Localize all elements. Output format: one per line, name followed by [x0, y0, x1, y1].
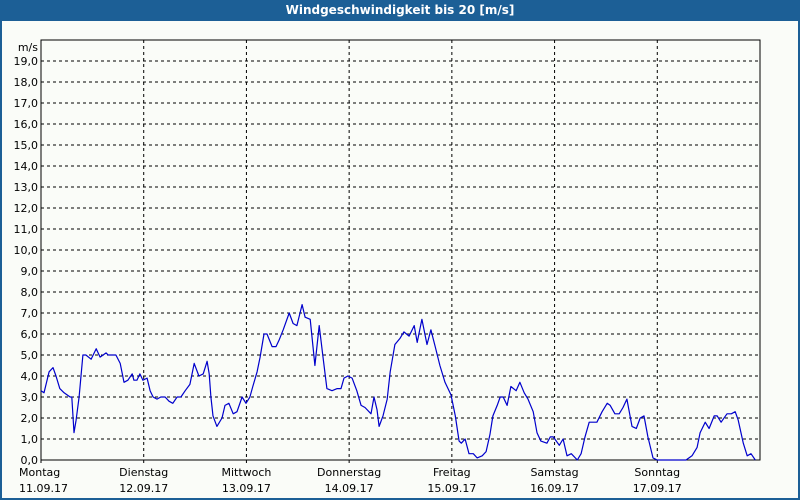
date: 14.09.17	[324, 482, 374, 495]
weekday: Mittwoch	[221, 466, 272, 479]
plot-area-border	[40, 39, 761, 461]
chart-title: Windgeschwindigkeit bis 20 [m/s]	[0, 0, 800, 21]
y-tick-label: 14,0	[14, 160, 39, 173]
y-tick-label: 11,0	[14, 223, 39, 236]
y-axis-ticks: 0,0 1,0 2,0 3,0 4,0 5,0 6,0 7,0 8,0 9,0 10,0 11,0 12…	[14, 55, 39, 467]
y-tick-label: 5,0	[21, 349, 39, 362]
y-tick-label: 0,0	[21, 454, 39, 467]
weekday: Montag	[19, 466, 61, 479]
y-tick-label: 2,0	[21, 412, 39, 425]
y-tick-label: 4,0	[21, 370, 39, 383]
weekday: Sonntag	[634, 466, 681, 479]
y-tick-label: 7,0	[21, 307, 39, 320]
date: 13.09.17	[221, 482, 271, 495]
date: 17.09.17	[632, 482, 682, 495]
y-tick-label: 8,0	[21, 286, 39, 299]
weekday: Samstag	[530, 466, 579, 479]
y-tick-label: 18,0	[14, 76, 39, 89]
y-tick-label: 1,0	[21, 433, 39, 446]
date: 12.09.17	[119, 482, 169, 495]
y-tick-label: 10,0	[14, 244, 39, 257]
date: 11.09.17	[19, 482, 68, 495]
y-tick-label: 3,0	[21, 391, 39, 404]
y-tick-label: 15,0	[14, 139, 39, 152]
y-tick-label: 13,0	[14, 181, 39, 194]
x-axis-day-label: Sonntag 17.09.17	[607, 465, 707, 497]
date: 16.09.17	[530, 482, 580, 495]
grid-lines	[40, 40, 760, 463]
y-tick-label: 9,0	[21, 265, 39, 278]
y-axis-unit-label: m/s	[18, 41, 38, 54]
weekday: Donnerstag	[317, 466, 382, 479]
y-tick-label: 16,0	[14, 118, 39, 131]
y-tick-label: 19,0	[14, 55, 39, 68]
x-axis-day-label: Samstag 16.09.17	[505, 465, 605, 497]
date: 15.09.17	[427, 482, 477, 495]
x-axis-day-label: Donnerstag 14.09.17	[299, 465, 399, 497]
x-axis-day-label: Mittwoch 13.09.17	[196, 465, 296, 497]
y-tick-label: 6,0	[21, 328, 39, 341]
x-axis-day-label: Montag 11.09.17	[19, 465, 119, 497]
weekday: Freitag	[433, 466, 471, 479]
x-axis-day-label: Freitag 15.09.17	[402, 465, 502, 497]
weekday: Dienstag	[119, 466, 169, 479]
wind-speed-line	[40, 304, 756, 461]
y-tick-label: 12,0	[14, 202, 39, 215]
y-tick-label: 17,0	[14, 97, 39, 110]
x-axis-day-label: Dienstag 12.09.17	[94, 465, 194, 497]
